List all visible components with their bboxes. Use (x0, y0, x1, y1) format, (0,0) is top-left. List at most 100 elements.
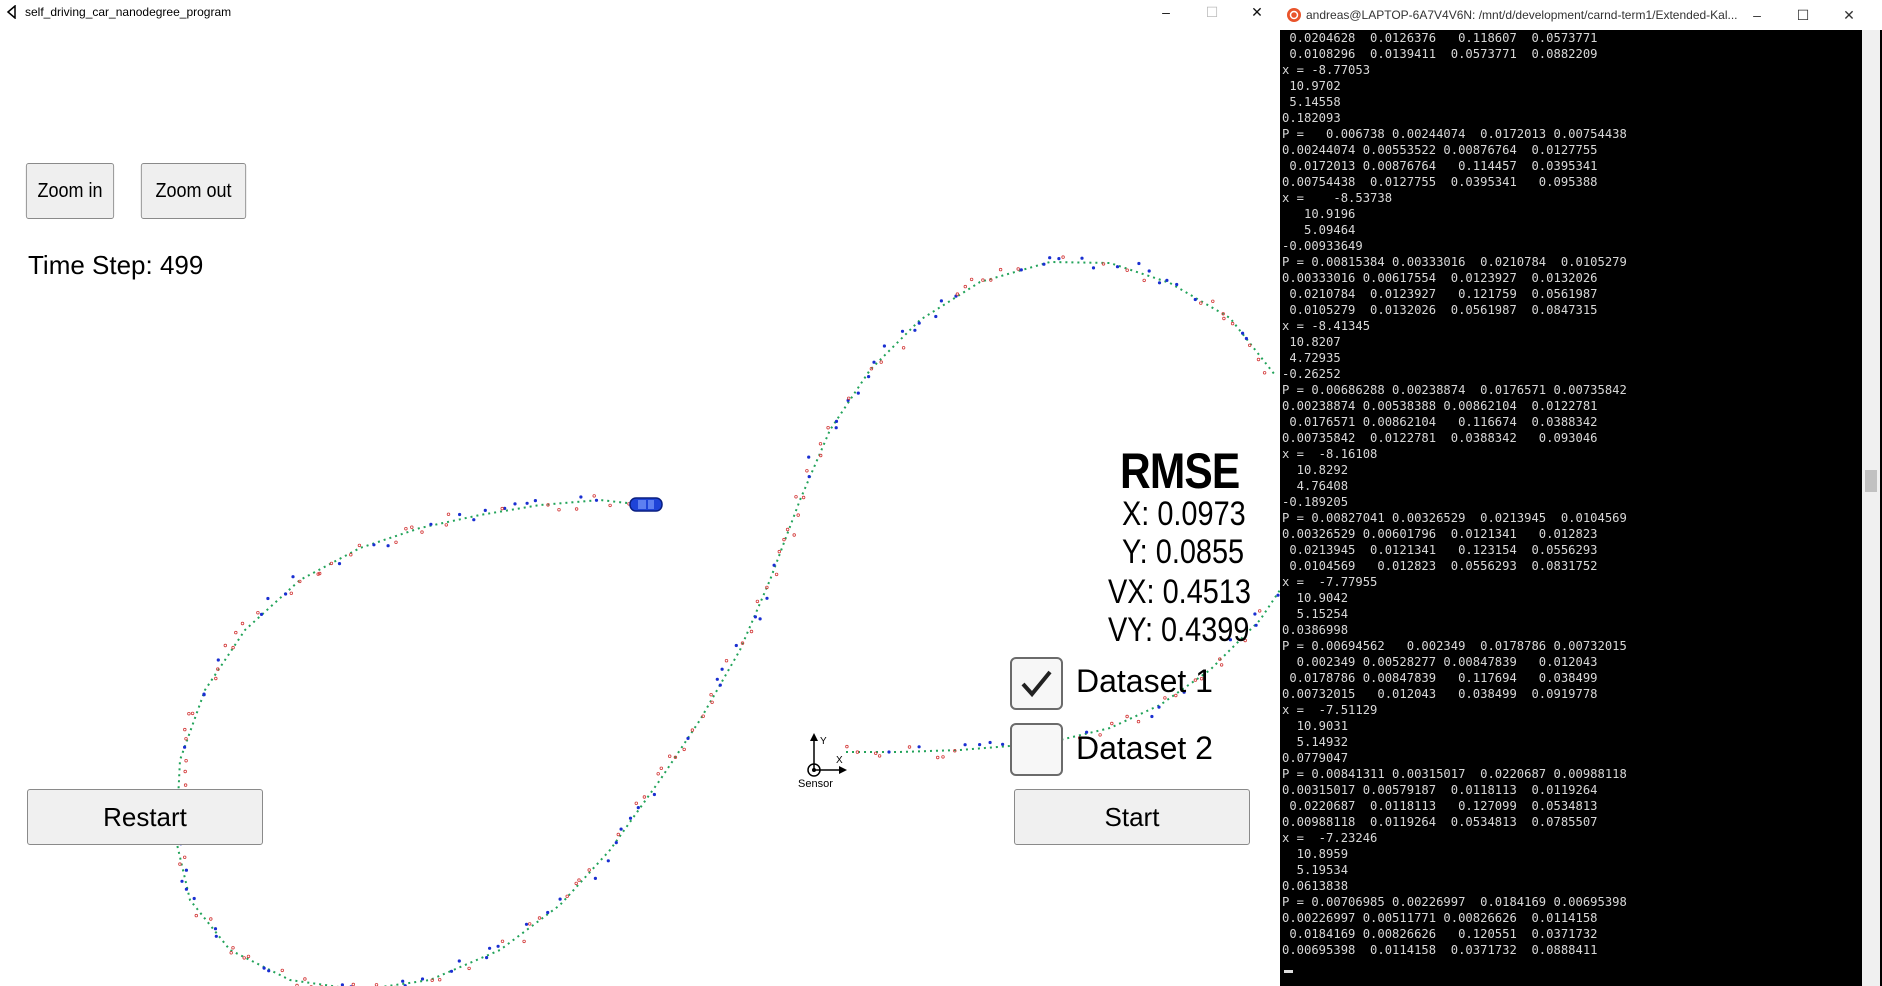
radar-measurement (1042, 262, 1046, 266)
rmse-vy: VY: 0.4399 (1108, 611, 1250, 649)
restart-button[interactable]: Restart (27, 789, 263, 845)
radar-measurement (978, 743, 982, 747)
lidar-measurement (1219, 663, 1224, 667)
lidar-measurement (941, 755, 945, 759)
app-icon (6, 5, 16, 19)
lidar-measurement (777, 549, 781, 554)
radar-measurement (1228, 638, 1232, 642)
lidar-measurement (183, 769, 187, 774)
dataset-2-label[interactable]: Dataset 2 (1076, 730, 1213, 766)
lidar-measurement (1174, 693, 1178, 698)
radar-measurement (614, 841, 618, 845)
dataset-1-checkbox[interactable] (1010, 657, 1063, 710)
lidar-measurement (1230, 321, 1235, 326)
lidar-measurement (701, 714, 705, 718)
terminal-line: 0.0108296 0.0139411 0.0573771 0.0882209 (1282, 47, 1598, 61)
lidar-measurement (794, 495, 798, 499)
close-button[interactable]: ✕ (1251, 3, 1263, 20)
radar-measurement (917, 321, 921, 325)
radar-measurement (834, 426, 838, 430)
terminal-scrollbar[interactable] (1862, 30, 1880, 986)
radar-measurement (1175, 282, 1179, 287)
radar-measurement (872, 360, 876, 364)
terminal-line: 4.76408 (1282, 479, 1349, 493)
terminal-line: 0.0105279 0.0132026 0.0561987 0.0847315 (1282, 303, 1598, 317)
lidar-measurement (231, 946, 235, 950)
lidar-measurement (184, 737, 188, 741)
zoom-out-button[interactable]: Zoom out (140, 163, 247, 219)
terminal-line: x = -7.51129 (1282, 703, 1378, 717)
terminal-line: 0.0104569 0.012823 0.0556293 0.0831752 (1282, 559, 1598, 573)
lidar-measurement (616, 832, 620, 837)
terminal-line: 0.0176571 0.00862104 0.116674 0.0388342 (1282, 415, 1598, 429)
radar-measurement (593, 876, 598, 881)
lidar-measurement (819, 453, 823, 458)
sensor-axis-y: Y (820, 736, 827, 747)
lidar-measurement (792, 533, 796, 537)
terminal-line: 0.00735842 0.0122781 0.0388342 0.093046 (1282, 431, 1598, 445)
lidar-measurement (374, 983, 379, 986)
minimize-button[interactable]: – (1162, 4, 1170, 20)
terminal-line: 0.00333016 0.00617554 0.0123927 0.013202… (1282, 271, 1598, 285)
lidar-measurement (184, 759, 188, 763)
radar-measurement (715, 677, 719, 681)
lidar-measurement (989, 278, 993, 282)
lidar-measurement (981, 278, 985, 282)
lidar-measurement (592, 494, 596, 498)
lidar-measurement (749, 629, 754, 634)
lidar-measurement (1243, 638, 1247, 643)
start-button[interactable]: Start (1014, 789, 1250, 845)
terminal-line: 5.09464 (1282, 223, 1356, 237)
lidar-measurement (444, 523, 448, 527)
terminal-cursor (1284, 970, 1293, 973)
lidar-measurement (740, 641, 745, 645)
radar-measurement (183, 745, 187, 749)
lidar-measurement (1098, 733, 1102, 737)
terminal-maximize-button[interactable]: ☐ (1796, 6, 1810, 23)
terminal-line: -0.189205 (1282, 495, 1349, 509)
terminal-output[interactable]: 0.0204628 0.0126376 0.118607 0.0573771 0… (1282, 30, 1842, 980)
maximize-button[interactable]: ☐ (1205, 3, 1219, 20)
zoom-in-button[interactable]: Zoom in (25, 163, 115, 219)
lidar-measurement (1142, 278, 1146, 283)
terminal-line: P = 0.00827041 0.00326529 0.0213945 0.01… (1282, 511, 1627, 525)
radar-measurement (686, 736, 690, 741)
terminal-close-button[interactable]: ✕ (1843, 6, 1855, 23)
radar-measurement (856, 391, 860, 395)
dataset-1-label[interactable]: Dataset 1 (1076, 663, 1213, 699)
radar-measurement (939, 299, 944, 303)
terminal-line: x = -7.77955 (1282, 575, 1378, 589)
lidar-measurement (587, 868, 591, 872)
lidar-measurement (936, 755, 940, 760)
lidar-measurement (223, 643, 227, 648)
terminal-line: 10.9042 (1282, 591, 1349, 605)
terminal-line: 0.00244074 0.00553522 0.00876764 0.01277… (1282, 143, 1598, 157)
terminal-minimize-button[interactable]: – (1753, 7, 1761, 23)
lidar-measurement (855, 750, 860, 754)
radar-measurement (401, 979, 405, 983)
lidar-measurement (194, 913, 198, 918)
ubuntu-icon (1287, 8, 1301, 22)
dataset-2-checkbox[interactable] (1010, 723, 1063, 776)
lidar-measurement (1211, 299, 1215, 303)
lidar-measurement (765, 585, 769, 590)
sensor-axis-x: X (836, 755, 843, 766)
radar-measurement (558, 897, 562, 901)
lidar-measurement (178, 862, 182, 866)
estimated-trajectory-segment (846, 589, 1280, 753)
lidar-measurement (1257, 609, 1262, 613)
radar-measurement (758, 617, 762, 621)
lidar-measurement (537, 916, 542, 920)
terminal-line: 0.00754438 0.0127755 0.0395341 0.095388 (1282, 175, 1598, 189)
lidar-measurement (1061, 255, 1065, 259)
lidar-measurement (879, 360, 883, 364)
radar-measurement (259, 612, 264, 617)
lidar-measurement (394, 540, 398, 544)
scrollbar-thumb[interactable] (1865, 470, 1877, 492)
lidar-measurement (256, 611, 260, 615)
radar-measurement (619, 827, 623, 831)
radar-measurement (180, 879, 184, 883)
radar-measurement (917, 745, 921, 749)
radar-measurement (1150, 714, 1154, 719)
lidar-measurement (1101, 262, 1106, 266)
